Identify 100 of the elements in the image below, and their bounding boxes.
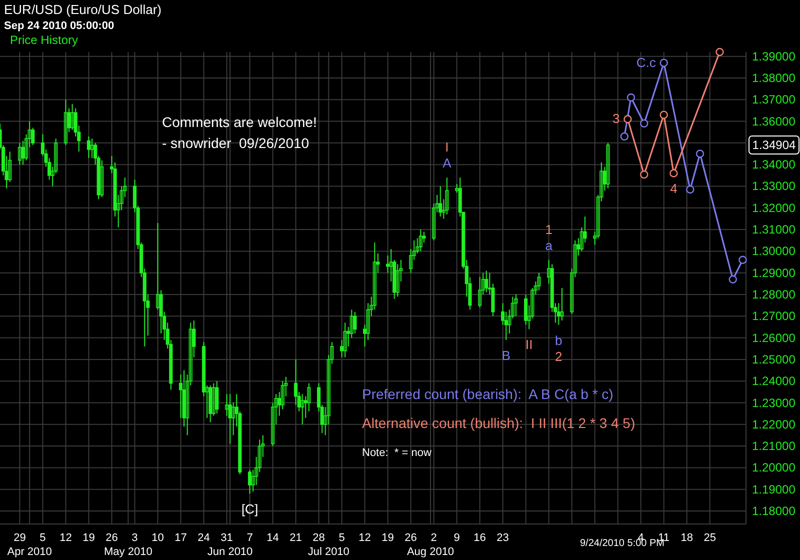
candlestick: [478, 276, 482, 308]
x-tick-label: 10: [152, 532, 164, 544]
y-tick-label: 1.19000: [752, 482, 796, 496]
candlestick: [484, 270, 488, 293]
x-tick-label: 5: [338, 532, 345, 544]
y-tick-label: 1.31000: [752, 222, 796, 237]
annotation: Note: * = now: [362, 447, 432, 459]
candlestick: [90, 138, 94, 159]
point: [660, 110, 668, 119]
x-tick-label: 3: [132, 532, 138, 544]
x-tick-label: 21: [290, 532, 302, 544]
y-tick-label: 1.37000: [752, 92, 796, 107]
x-tick-label: 7: [246, 532, 253, 544]
candlestick: [248, 469, 252, 494]
x2-tick-label: Jul 2010: [308, 546, 350, 558]
annotation: b: [555, 332, 562, 348]
y-tick-label: 1.38000: [752, 70, 796, 85]
y-tick-label: 1.24000: [752, 374, 796, 388]
candlestick: [514, 294, 518, 317]
candlestick: [70, 103, 74, 130]
candlestick: [524, 294, 528, 326]
chart-title: EUR/USD (Euro/US Dollar): [4, 2, 162, 17]
x-tick-label: 9: [454, 532, 460, 544]
y-tick-label: 1.25000: [752, 352, 796, 366]
point: [640, 170, 648, 179]
x-tick-label: 19: [382, 532, 394, 544]
candlestick: [215, 380, 219, 414]
x2-tick-label: Apr 2010: [7, 546, 52, 558]
candlestick: [418, 229, 422, 252]
annotation: 3: [612, 111, 620, 126]
x-tick-label: 24: [198, 532, 210, 544]
y-tick-label: 1.28000: [752, 287, 796, 302]
y-tick-label: 1.23000: [752, 396, 796, 410]
candlestick: [438, 186, 442, 218]
point: [620, 132, 629, 141]
point: [670, 169, 678, 178]
x-tick-label: 29: [14, 532, 26, 544]
x-tick-label: 26: [404, 532, 417, 544]
candlestick: [228, 394, 232, 444]
candlestick: [64, 99, 68, 146]
y-tick-label: 1.36000: [752, 114, 796, 128]
annotation: 2: [555, 348, 562, 364]
candlestick: [18, 142, 22, 166]
candlestick: [560, 288, 564, 321]
annotation: 4: [670, 181, 678, 196]
y-tick-label: 1.22000: [752, 417, 796, 432]
point: [728, 275, 737, 284]
annotation: - snowrider 09/26/2010: [162, 135, 310, 151]
annotation: B: [502, 348, 510, 363]
annotation: a: [545, 238, 554, 253]
x-tick-label: 31: [220, 532, 233, 544]
point: [716, 48, 724, 56]
candlestick: [224, 394, 229, 416]
point: [640, 119, 648, 128]
x-tick-label: 17: [174, 532, 187, 544]
y-tick-label: 1.32000: [752, 200, 796, 215]
point: [626, 93, 636, 102]
x-tick-label: 12: [60, 532, 72, 544]
annotation: 1: [545, 222, 552, 237]
point: [738, 256, 747, 264]
x-tick-label: 18: [680, 532, 693, 544]
x-tick-label: 25: [704, 532, 716, 544]
annotation: C.c: [636, 54, 656, 70]
x-tick-label: 2: [430, 532, 437, 544]
y-tick-label: 1.18000: [752, 504, 796, 518]
x2-tick-label: May 2010: [104, 546, 152, 558]
candlestick: [343, 322, 347, 358]
x2-tick-label: Aug 2010: [406, 546, 454, 558]
y-tick-label: 1.26000: [752, 330, 796, 345]
x-tick-label: 12: [358, 532, 371, 544]
y-tick-label: 1.20000: [752, 460, 796, 475]
annotation: A: [442, 156, 452, 171]
y-tick-label: 1.39000: [752, 49, 796, 64]
candlestick: [353, 311, 357, 334]
x-tick-label: 14: [266, 532, 279, 544]
y-tick-label: 1.29000: [752, 266, 796, 280]
candlestick: [212, 382, 216, 416]
candlestick: [445, 177, 449, 215]
candlestick: [86, 136, 91, 159]
x-tick-label: 19: [82, 532, 95, 544]
y-tick-label: 1.34000: [752, 158, 796, 172]
candlestick: [300, 394, 304, 425]
point: [660, 58, 668, 67]
point: [624, 115, 632, 124]
text: 1.34904: [752, 138, 796, 152]
y-tick-label: 1.21000: [752, 439, 796, 454]
text: Price History: [10, 33, 78, 47]
candlestick: [606, 142, 610, 189]
text: 9/24/2010 5:00 PM: [580, 538, 665, 549]
point: [686, 185, 694, 194]
y-tick-label: 1.33000: [752, 179, 796, 194]
candlestick: [100, 160, 104, 198]
x-tick-label: 16: [474, 532, 486, 544]
candlestick: [537, 272, 541, 291]
annotation: I: [445, 140, 449, 155]
x-tick-label: 5: [40, 532, 46, 544]
annotation: II: [525, 337, 533, 352]
chart-subtitle: Sep 24 2010 05:00:00: [4, 20, 114, 32]
annotation: Preferred count (bearish): A B C(a b * c): [362, 386, 614, 402]
point: [696, 150, 704, 158]
